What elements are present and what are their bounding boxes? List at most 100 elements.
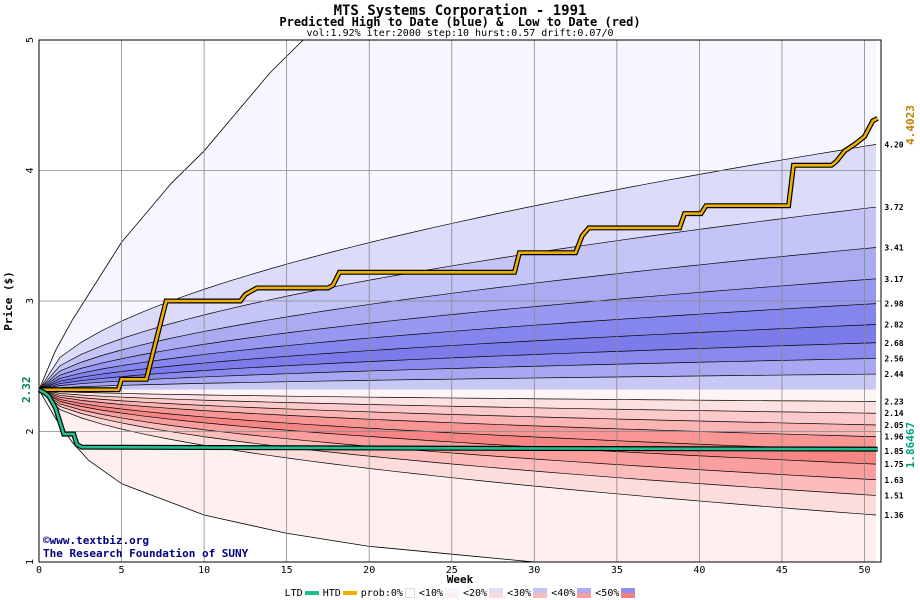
band-low-2 (39, 389, 877, 480)
plot-frame (38, 39, 882, 563)
legend-bin-20: <20% (463, 587, 504, 599)
level-label-14: 1.75 (884, 460, 903, 469)
band-low-0 (39, 389, 877, 516)
legend-bin-20-label: <20% (463, 587, 488, 599)
percentile-line-3 (38, 278, 877, 391)
series-lines (37, 116, 879, 452)
band-high-6 (39, 342, 877, 390)
percentile-line-5 (38, 324, 877, 391)
legend-bin-10-swatch (445, 588, 459, 598)
percentile-line-7 (38, 358, 877, 391)
level-label-3: 3.17 (884, 275, 903, 284)
percentile-line-8 (38, 373, 877, 391)
band-low-5 (39, 389, 877, 437)
band-high-3 (39, 278, 877, 390)
percentile-line-15 (38, 389, 877, 481)
credit-url[interactable]: www.textbiz.org (49, 534, 149, 547)
band-low-8 (39, 389, 877, 402)
credit-block: ©www.textbiz.org The Research Foundation… (43, 534, 248, 560)
legend-bin-10: <10% (419, 588, 459, 599)
band-low-4 (39, 389, 877, 452)
level-label-8: 2.44 (884, 370, 903, 379)
legend-ltd-label: LTD (284, 587, 303, 599)
percentile-line-14 (38, 389, 877, 465)
legend-bin-30-label: <30% (507, 587, 532, 599)
y-tick-4: 4 (25, 167, 36, 173)
series-ltd-line (38, 388, 878, 451)
level-label-5: 2.82 (884, 320, 903, 329)
percentile-line-11 (38, 389, 877, 426)
band-high-1 (39, 207, 877, 390)
level-label-15: 1.63 (884, 476, 903, 485)
band-high-2 (39, 247, 877, 390)
legend-bin-30-swatch (533, 588, 548, 598)
series-htd-line (39, 117, 879, 392)
low-end-label: 1.86467 (904, 422, 917, 468)
band-high-0 (39, 144, 877, 390)
level-label-9: 2.23 (884, 397, 903, 406)
x-tick-45: 45 (776, 565, 788, 576)
legend-ltd: LTD (285, 588, 319, 599)
percentile-line-0 (38, 144, 877, 390)
level-label-0: 4.20 (884, 140, 903, 149)
percentile-line-12 (38, 389, 877, 438)
legend: LTD HTD prob:0% <10% <20% <30% <40% <50% (0, 586, 920, 600)
axes (38, 39, 882, 563)
x-tick-30: 30 (528, 565, 540, 576)
band-low-1 (39, 389, 877, 496)
x-axis-label: Week (447, 573, 474, 586)
high-end-label: 4.4023 (904, 105, 917, 145)
percentile-line-10 (38, 389, 877, 414)
legend-prob: prob:0% (361, 588, 415, 599)
x-tick-5: 5 (119, 565, 125, 576)
level-label-7: 2.56 (884, 354, 903, 363)
legend-bin-20-swatch (489, 588, 504, 598)
legend-htd-swatch (342, 591, 357, 595)
legend-prob-0 (404, 588, 415, 598)
level-label-4: 2.98 (884, 300, 903, 309)
legend-bin-30: <30% (507, 587, 548, 599)
y-tick-1: 1 (25, 559, 36, 565)
x-tick-25: 25 (446, 565, 458, 576)
percentile-line-17 (38, 389, 877, 516)
legend-htd: HTD (323, 588, 357, 599)
percentile-line-2 (38, 247, 877, 391)
level-label-1: 3.72 (884, 203, 903, 212)
y-axis-label: Price ($) (2, 271, 15, 331)
level-label-10: 2.14 (884, 409, 903, 418)
band-high-5 (39, 324, 877, 390)
level-label-17: 1.36 (884, 511, 903, 520)
x-tick-40: 40 (693, 565, 705, 576)
x-tick-0: 0 (36, 565, 42, 576)
credit-org: The Research Foundation of SUNY (43, 547, 249, 560)
level-label-2: 3.41 (884, 243, 903, 252)
legend-htd-label: HTD (322, 587, 341, 599)
percentile-line-1 (38, 206, 877, 390)
legend-prob-label: prob:0% (360, 587, 403, 599)
start-price-label: 2.32 (20, 376, 33, 403)
level-label-12: 1.96 (884, 433, 903, 442)
y-tick-5: 5 (25, 37, 36, 43)
x-tick-15: 15 (281, 565, 293, 576)
band-low-6 (39, 389, 877, 425)
legend-bin-50: <50% (595, 588, 636, 599)
level-label-16: 1.51 (884, 491, 903, 500)
level-label-11: 2.05 (884, 421, 903, 430)
legend-ltd-swatch (304, 591, 319, 595)
y-tick-3: 3 (25, 298, 36, 304)
percentile-line-6 (38, 342, 877, 391)
x-tick-35: 35 (611, 565, 623, 576)
legend-bin-40-swatch (577, 588, 592, 598)
legend-bin-40: <40% (551, 588, 592, 599)
level-label-13: 1.85 (884, 447, 903, 456)
percentile-line-9 (38, 389, 877, 402)
y-tick-2: 2 (25, 428, 36, 434)
chart-subtitle: Predicted High to Date (blue) & Low to D… (279, 15, 641, 29)
band-high-8 (39, 374, 877, 390)
high-envelope-line (38, 39, 304, 390)
percentile-line-4 (38, 303, 877, 391)
percentile-line-13 (38, 389, 877, 452)
legend-bin-50-swatch (621, 588, 636, 598)
